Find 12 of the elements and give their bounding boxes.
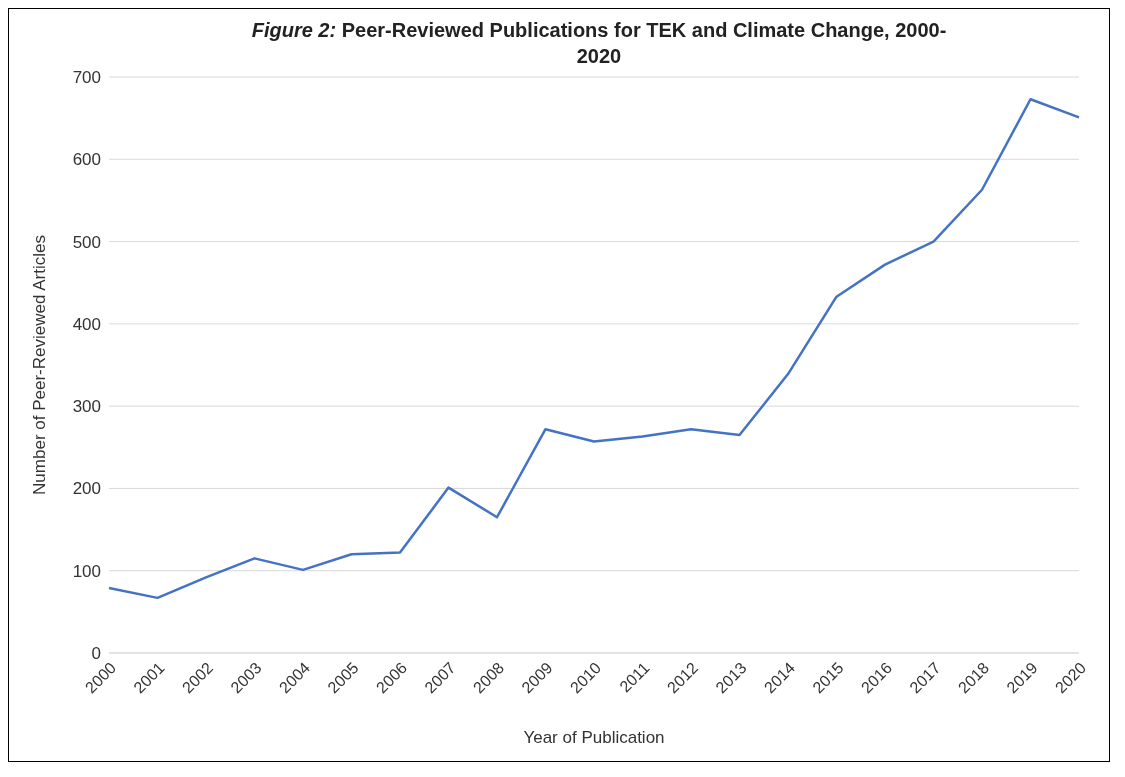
y-tick-label: 300 <box>72 397 101 417</box>
y-tick-label: 600 <box>72 150 101 170</box>
y-tick-label: 400 <box>72 314 101 334</box>
y-axis-title: Number of Peer-Reviewed Articles <box>30 235 50 495</box>
y-tick-label: 200 <box>72 479 101 499</box>
chart-title: Figure 2: Peer-Reviewed Publications for TEK and Climate Change, 2000-2020 <box>250 18 948 69</box>
y-tick-label: 500 <box>72 232 101 252</box>
x-axis-title: Year of Publication <box>523 728 665 747</box>
y-tick-label: 0 <box>91 644 101 664</box>
y-tick-label: 100 <box>72 561 101 581</box>
y-tick-label: 700 <box>72 68 101 88</box>
line-series <box>107 97 1081 600</box>
